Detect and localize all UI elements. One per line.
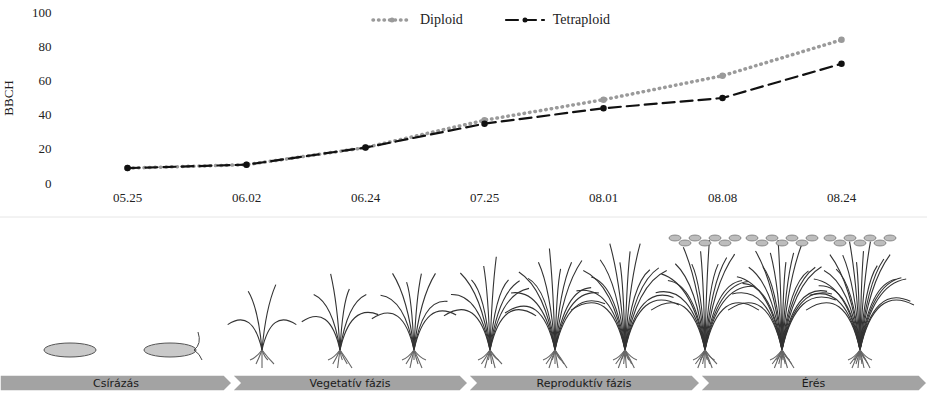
- html-text:Tetraploid: Tetraploid: [552, 12, 611, 27]
- svg-text:0: 0: [45, 176, 52, 191]
- svg-text:08.08: 08.08: [708, 190, 737, 205]
- svg-text:Érés: Érés: [802, 377, 826, 390]
- svg-text:Csírázás: Csírázás: [93, 377, 139, 390]
- svg-text:06.02: 06.02: [232, 190, 261, 205]
- svg-text:08.01: 08.01: [589, 190, 618, 205]
- svg-text:06.24: 06.24: [351, 190, 381, 205]
- svg-text:100: 100: [32, 5, 52, 20]
- svg-text:Vegetatív fázis: Vegetatív fázis: [310, 377, 391, 390]
- svg-text:60: 60: [39, 73, 52, 88]
- svg-text:08.24: 08.24: [827, 190, 857, 205]
- svg-text:80: 80: [39, 39, 52, 54]
- svg-text:40: 40: [39, 107, 52, 122]
- svg-text:20: 20: [39, 141, 52, 156]
- svg-text:BBCH: BBCH: [1, 80, 16, 115]
- html-text:Diploid: Diploid: [420, 12, 463, 27]
- svg-text:05.25: 05.25: [113, 190, 142, 205]
- svg-text:Reproduktív fázis: Reproduktív fázis: [537, 377, 632, 390]
- svg-text:07.25: 07.25: [470, 190, 499, 205]
